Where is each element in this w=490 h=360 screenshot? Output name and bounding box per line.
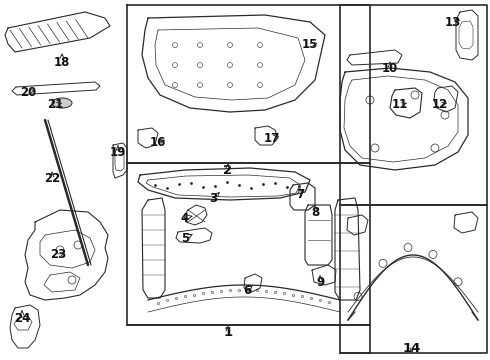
Text: 20: 20 — [20, 85, 36, 99]
Text: 21: 21 — [47, 99, 63, 112]
Text: 2: 2 — [223, 163, 233, 176]
Text: 17: 17 — [264, 131, 280, 144]
Text: 13: 13 — [445, 15, 461, 28]
Text: 6: 6 — [243, 284, 251, 297]
Ellipse shape — [52, 98, 72, 108]
Text: 11: 11 — [392, 99, 408, 112]
Text: 5: 5 — [181, 231, 189, 244]
Text: 1: 1 — [223, 327, 233, 339]
Text: 19: 19 — [110, 145, 126, 158]
Text: 8: 8 — [311, 206, 319, 219]
Text: 22: 22 — [44, 171, 60, 184]
Text: 10: 10 — [382, 62, 398, 75]
Text: 16: 16 — [150, 135, 166, 148]
Text: 14: 14 — [403, 342, 421, 355]
Text: 3: 3 — [209, 192, 217, 204]
Text: 12: 12 — [432, 99, 448, 112]
Text: 23: 23 — [50, 248, 66, 261]
Text: 15: 15 — [302, 39, 318, 51]
Text: 24: 24 — [14, 311, 30, 324]
Text: 18: 18 — [54, 57, 70, 69]
Text: 9: 9 — [316, 275, 324, 288]
Text: 7: 7 — [296, 189, 304, 202]
Text: 4: 4 — [181, 211, 189, 225]
